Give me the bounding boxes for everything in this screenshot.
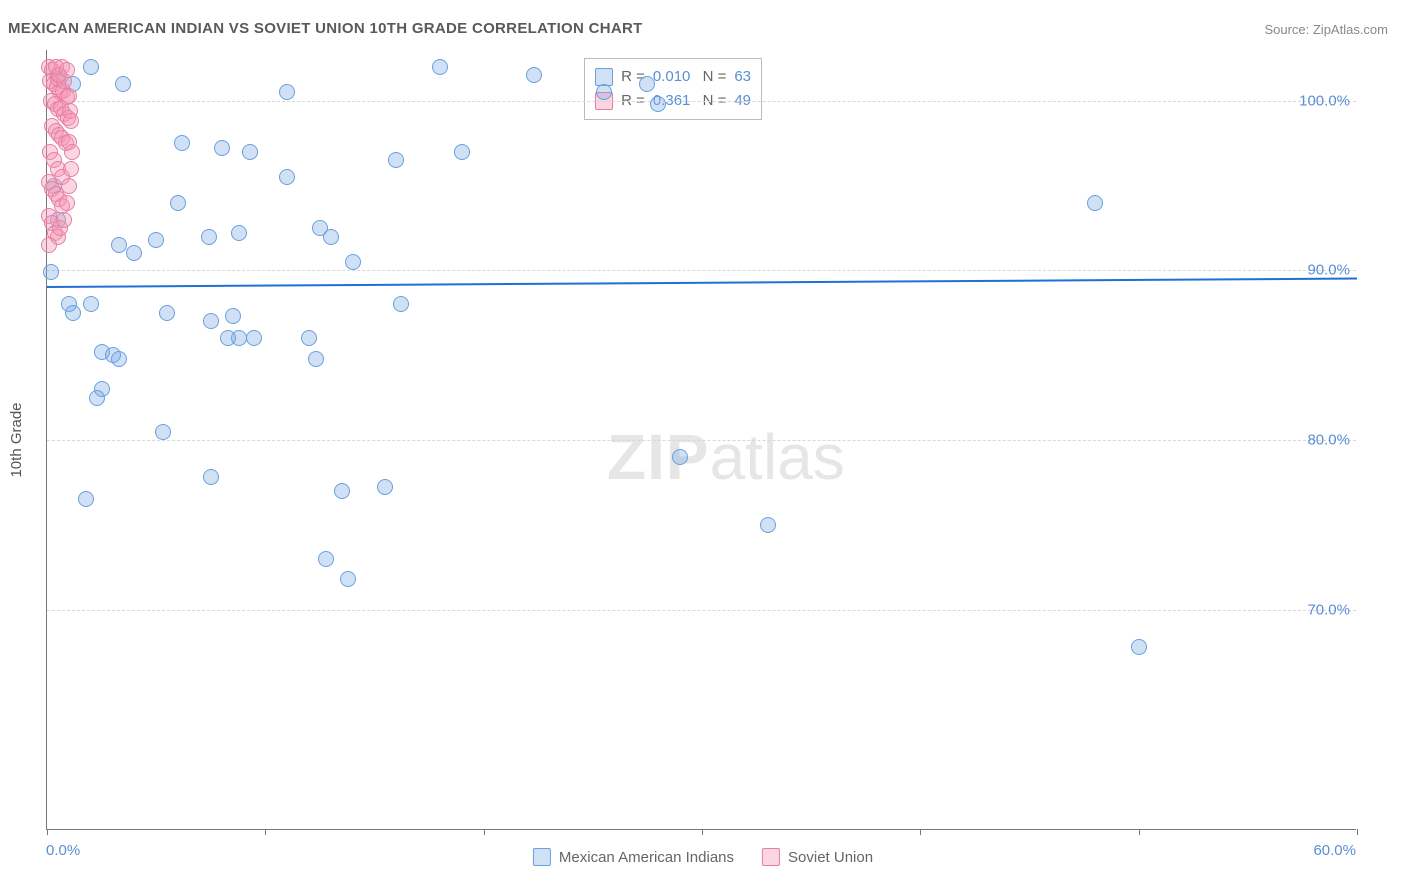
data-point <box>1131 639 1147 655</box>
x-tick <box>702 829 703 835</box>
y-axis-title: 10th Grade <box>8 402 25 477</box>
data-point <box>596 84 612 100</box>
data-point <box>64 144 80 160</box>
n-label: N = <box>698 65 726 89</box>
grid-line <box>47 440 1356 441</box>
x-tick <box>1357 829 1358 835</box>
legend-swatch <box>533 848 551 866</box>
data-point <box>220 330 236 346</box>
correlation-row: R =0.010 N =63 <box>595 65 751 89</box>
watermark-light: atlas <box>710 421 845 493</box>
data-point <box>115 76 131 92</box>
data-point <box>308 351 324 367</box>
data-point <box>56 212 72 228</box>
x-tick <box>1139 829 1140 835</box>
data-point <box>279 84 295 100</box>
data-point <box>61 178 77 194</box>
data-point <box>89 390 105 406</box>
grid-line <box>47 610 1356 611</box>
data-point <box>126 245 142 261</box>
data-point <box>318 551 334 567</box>
data-point <box>377 479 393 495</box>
data-point <box>454 144 470 160</box>
data-point <box>83 296 99 312</box>
legend-item: Mexican American Indians <box>533 848 734 866</box>
r-value: 0.010 <box>653 65 691 89</box>
x-axis-end-label: 60.0% <box>1313 842 1356 859</box>
data-point <box>639 76 655 92</box>
data-point <box>393 296 409 312</box>
data-point <box>43 264 59 280</box>
data-point <box>1087 195 1103 211</box>
x-tick <box>47 829 48 835</box>
x-tick <box>265 829 266 835</box>
x-axis-start-label: 0.0% <box>46 842 80 859</box>
data-point <box>214 140 230 156</box>
data-point <box>63 113 79 129</box>
data-point <box>672 449 688 465</box>
data-point <box>242 144 258 160</box>
trend-line <box>47 277 1357 287</box>
data-point <box>78 491 94 507</box>
data-point <box>246 330 262 346</box>
data-point <box>323 229 339 245</box>
data-point <box>159 305 175 321</box>
watermark: ZIPatlas <box>607 420 845 494</box>
data-point <box>203 313 219 329</box>
data-point <box>170 195 186 211</box>
data-point <box>301 330 317 346</box>
data-point <box>340 571 356 587</box>
data-point <box>279 169 295 185</box>
x-tick <box>484 829 485 835</box>
data-point <box>388 152 404 168</box>
data-point <box>41 237 57 253</box>
data-point <box>63 161 79 177</box>
y-tick-label: 90.0% <box>1307 262 1350 279</box>
series-legend: Mexican American Indians Soviet Union <box>533 848 873 866</box>
data-point <box>203 469 219 485</box>
watermark-bold: ZIP <box>607 421 710 493</box>
source-label: Source: ZipAtlas.com <box>1264 22 1388 37</box>
data-point <box>148 232 164 248</box>
data-point <box>111 351 127 367</box>
data-point <box>61 88 77 104</box>
data-point <box>334 483 350 499</box>
data-point <box>174 135 190 151</box>
data-point <box>526 67 542 83</box>
x-tick <box>920 829 921 835</box>
data-point <box>65 305 81 321</box>
chart-title: MEXICAN AMERICAN INDIAN VS SOVIET UNION … <box>8 20 643 37</box>
grid-line <box>47 101 1356 102</box>
data-point <box>201 229 217 245</box>
data-point <box>83 59 99 75</box>
data-point <box>155 424 171 440</box>
data-point <box>59 195 75 211</box>
y-tick-label: 80.0% <box>1307 432 1350 449</box>
y-tick-label: 100.0% <box>1299 92 1350 109</box>
data-point <box>760 517 776 533</box>
data-point <box>345 254 361 270</box>
data-point <box>111 237 127 253</box>
n-value: 63 <box>734 65 751 89</box>
data-point <box>650 96 666 112</box>
data-point <box>59 62 75 78</box>
legend-swatch <box>595 68 613 86</box>
plot-area: ZIPatlas R =0.010 N =63R =0.361 N =49 70… <box>46 50 1356 830</box>
y-tick-label: 70.0% <box>1307 601 1350 618</box>
source-name: ZipAtlas.com <box>1313 22 1388 37</box>
data-point <box>225 308 241 324</box>
legend-item: Soviet Union <box>762 848 873 866</box>
legend-swatch <box>762 848 780 866</box>
data-point <box>231 225 247 241</box>
data-point <box>432 59 448 75</box>
legend-label: Mexican American Indians <box>559 849 734 866</box>
grid-line <box>47 270 1356 271</box>
source-prefix: Source: <box>1264 22 1312 37</box>
legend-label: Soviet Union <box>788 849 873 866</box>
